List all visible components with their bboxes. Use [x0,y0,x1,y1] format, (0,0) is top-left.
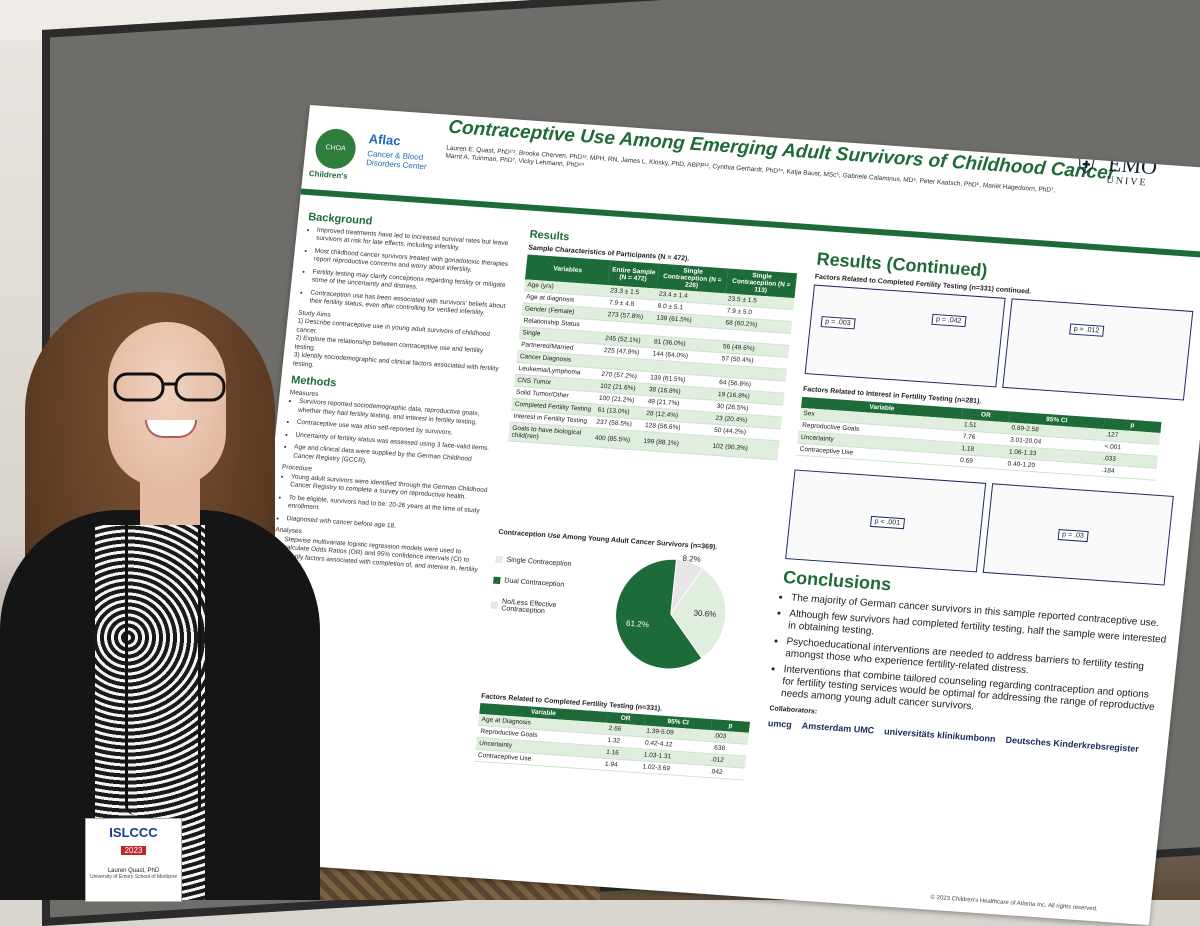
partner-logo: umcg [767,718,793,730]
aflac-logo: Aflac [368,131,402,149]
box-plot-chart: p = .03 [982,483,1174,586]
legend-swatch [495,555,503,564]
pie-slice-label: 61.2% [626,619,650,630]
pie-chart-body: Single Contraception Dual Contraception … [485,542,767,680]
p-value-label: p = .042 [931,313,967,328]
legend-item-none: No/Less Effective Contraception [490,598,601,620]
legend-swatch [492,576,501,585]
measures-list: Survivors reported sociodemographic data… [283,397,499,474]
name-badge: ISLCCC 2023 Lauren Quast, PhD University… [85,818,182,902]
table-cell: 1.94 [601,758,641,773]
right-column: Results (Continued) Factors Related to C… [767,241,1200,756]
legend-swatch [490,601,499,609]
partner-logo: Deutsches Kinderkrebsregister [1005,734,1140,755]
left-column: Background Improved treatments have led … [271,205,519,587]
legend-item-dual: Dual Contraception [492,576,604,592]
legend-label: No/Less Effective Contraception [500,598,557,616]
pie-legend: Single Contraception Dual Contraception … [485,542,607,669]
partner-logo: Amsterdam UMC [801,720,875,736]
glasses-icon [113,372,226,402]
background-list: Improved treatments have led to increase… [299,226,517,320]
badge-name: Lauren Quast, PhD [107,868,160,874]
table-cell: 0.69 [956,454,1006,470]
table-cell: 400 (85.5%) [590,427,642,451]
p-value-label: p = .03 [1057,529,1089,543]
p-value-label: p = .012 [1069,323,1104,337]
person-face [108,322,226,487]
middle-column: Results Sample Characteristics of Partic… [507,221,801,461]
interest-testing-charts: p < .001 p = .03 [785,469,1184,586]
legend-item-single: Single Contraception [495,555,606,571]
childrens-logo-text: Children's [308,169,349,181]
legend-label: Dual Contraception [503,577,565,589]
p-value-label: p = .003 [820,316,856,330]
sample-characteristics-table: Variables Entire Sample (N = 472) Single C… [507,254,798,460]
badge-affiliation: University of Emory School of Medicine [90,874,177,880]
emory-logo-sub: UNIVE [1105,174,1149,189]
aflac-logo-subtitle: Cancer & Blood Disorders Center [365,149,428,172]
table-cell: 199 (88.1%) [639,431,711,455]
badge-logo: ISLCCC [109,825,158,840]
table-cell: .042 [706,765,746,781]
table-header-cell: Entire Sample (N = 472) [607,260,660,289]
pie-slice [670,567,727,659]
badge-year: 2023 [120,846,147,855]
pie-slice-label: 30.6% [693,609,717,620]
conclusions-list: The majority of German cancer survivors … [770,592,1171,727]
table-cell: 102 (90.3%) [708,436,780,460]
p-value-label: p < .001 [869,515,905,530]
box-plot-chart: p = .012 [1002,298,1194,401]
stacked-bar-chart: p < .001 [785,469,987,573]
copyright-credit: © 2023 Children's Healthcare of Atlanta … [930,894,1098,913]
pie-slice [615,558,703,670]
partner-logo: universitäts klinikumbonn [883,726,997,744]
childrens-logo-icon: CHOA [313,127,358,171]
research-poster: CHOA Children's Aflac Cancer & Blood Dis… [230,105,1200,926]
pie-slice-label: 8.2% [682,554,701,564]
lanyard [125,525,201,815]
fertility-factors-section: Factors Related to Completed Fertility T… [474,693,751,781]
contraception-pie-chart: 8.2% 30.6% 61.2% [615,554,727,670]
stacked-bar-chart: p = .003 p = .042 [804,284,1006,388]
legend-label: Single Contraception [506,556,572,569]
pie-chart-section: Contraception Use Among Young Adult Canc… [483,529,768,697]
